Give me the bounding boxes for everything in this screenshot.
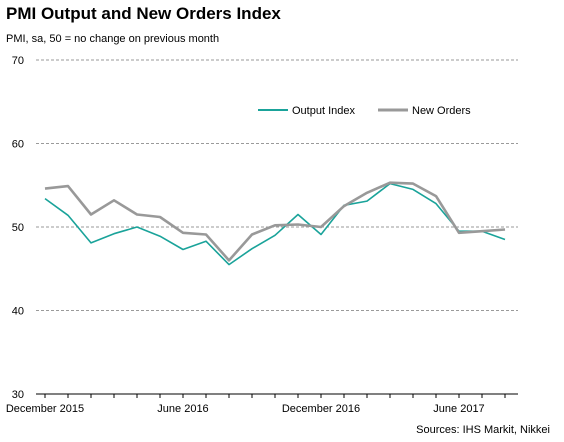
x-tick-label: December 2015 <box>6 403 84 415</box>
legend-label: Output Index <box>292 105 355 117</box>
x-tick-label: June 2016 <box>157 403 208 415</box>
y-tick-label: 60 <box>12 139 24 151</box>
legend: Output Index New Orders <box>258 105 471 117</box>
x-tick-label: December 2016 <box>282 403 360 415</box>
series-line-output-index <box>44 182 506 266</box>
x-tick-label: June 2017 <box>433 403 484 415</box>
axis-unit-label: PMI, sa, 50 = no change on previous mont… <box>6 33 220 45</box>
gridlines <box>36 59 518 311</box>
y-tick-label: 70 <box>12 55 24 67</box>
y-axis-ticks: 30 40 50 60 70 <box>12 55 24 401</box>
legend-label: New Orders <box>412 105 471 117</box>
series-line-new-orders <box>44 181 506 262</box>
y-tick-label: 50 <box>12 222 24 234</box>
y-tick-label: 40 <box>12 306 24 318</box>
x-axis: December 2015 June 2016 December 2016 June … <box>6 393 518 415</box>
chart-title: PMI Output and New Orders Index <box>6 4 281 23</box>
series-lines <box>44 181 506 266</box>
source-note: Sources: IHS Markit, Nikkei <box>416 424 550 436</box>
y-tick-label: 30 <box>12 389 24 401</box>
